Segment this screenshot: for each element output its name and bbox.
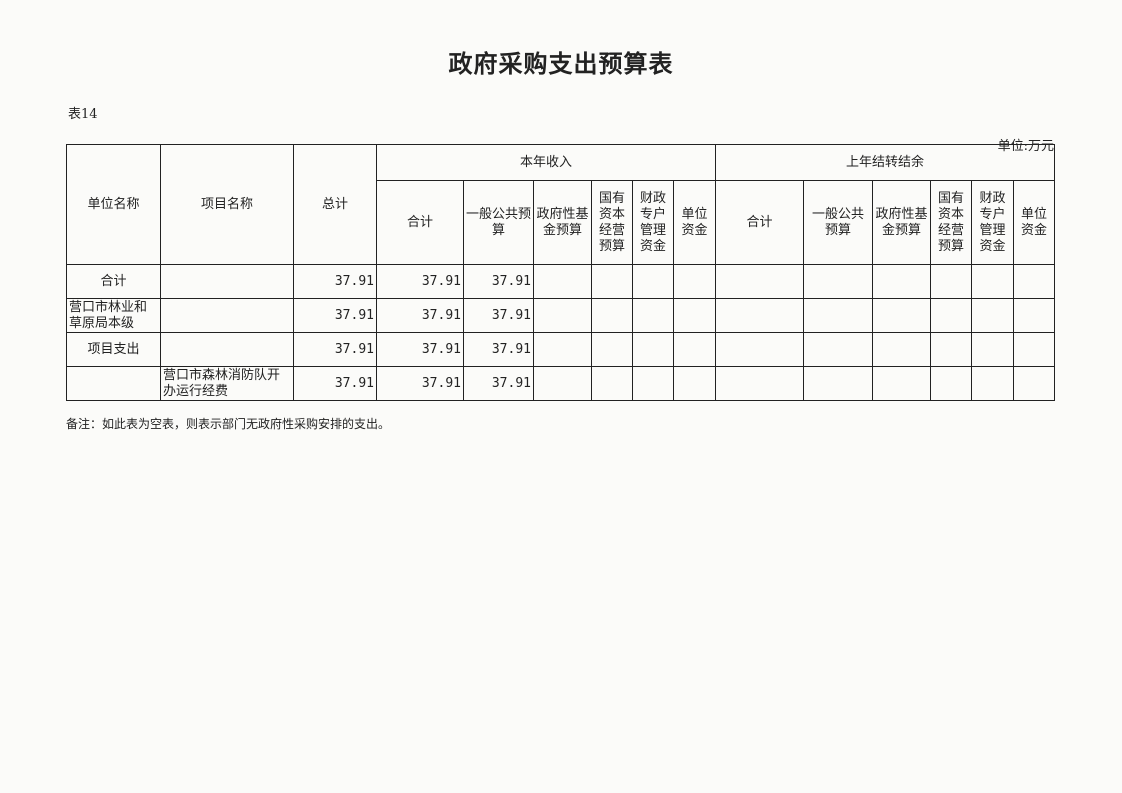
- cell-value: [715, 366, 805, 401]
- header-sub: 合计: [376, 180, 464, 265]
- table-number: 表14: [68, 107, 98, 122]
- cell-value: [930, 264, 973, 299]
- header-sub: 单位资金: [672, 180, 717, 265]
- header-sub: 财政专户管理资金: [971, 180, 1015, 265]
- cell-value: [872, 366, 932, 401]
- cell-value: [971, 264, 1015, 299]
- cell-value: [533, 264, 592, 299]
- header-sub: 单位资金: [1013, 180, 1056, 265]
- cell-value: [632, 332, 674, 367]
- header-sub: 国有资本经营预算: [591, 180, 633, 265]
- cell-value: [591, 264, 633, 299]
- cell-value: [533, 366, 592, 401]
- header-sub: 国有资本经营预算: [930, 180, 973, 265]
- cell-value: [872, 332, 932, 367]
- cell-project: [160, 264, 294, 299]
- header-sub: 一般公共预算: [463, 180, 534, 265]
- header-carryover: 上年结转结余: [715, 144, 1056, 181]
- cell-value: [591, 366, 633, 401]
- cell-value: [715, 332, 805, 367]
- cell-value: 37.91: [463, 366, 534, 401]
- cell-value: [632, 366, 674, 401]
- cell-value: [672, 264, 717, 299]
- cell-value: [1013, 366, 1056, 401]
- cell-value: 37.91: [293, 366, 377, 401]
- table-row: 营口市林业和草原局本级 37.91 37.91 37.91: [66, 298, 1056, 333]
- cell-value: 37.91: [463, 332, 534, 367]
- cell-value: [971, 366, 1015, 401]
- table-row: 合计 37.91 37.91 37.91: [66, 264, 1056, 299]
- cell-value: [1013, 332, 1056, 367]
- cell-value: [672, 332, 717, 367]
- cell-unit: 合计: [66, 264, 161, 299]
- cell-value: [672, 298, 717, 333]
- cell-value: [803, 298, 874, 333]
- cell-value: [591, 332, 633, 367]
- cell-value: [930, 332, 973, 367]
- header-total: 总计: [293, 144, 377, 265]
- cell-value: 37.91: [463, 298, 534, 333]
- cell-unit: 项目支出: [66, 332, 161, 367]
- cell-value: [803, 366, 874, 401]
- header-project-name: 项目名称: [160, 144, 294, 265]
- page-title: 政府采购支出预算表: [448, 49, 674, 78]
- cell-value: 37.91: [376, 332, 464, 367]
- header-unit-name: 单位名称: [66, 144, 161, 265]
- cell-value: [1013, 298, 1056, 333]
- cell-value: [872, 298, 932, 333]
- header-sub: 政府性基金预算: [872, 180, 932, 265]
- header-sub: 政府性基金预算: [533, 180, 592, 265]
- cell-value: 37.91: [376, 264, 464, 299]
- cell-value: [533, 298, 592, 333]
- header-sub: 财政专户管理资金: [632, 180, 674, 265]
- cell-value: [1013, 264, 1056, 299]
- cell-value: [872, 264, 932, 299]
- cell-value: [971, 298, 1015, 333]
- header-sub: 合计: [715, 180, 805, 265]
- cell-value: 37.91: [293, 264, 377, 299]
- cell-project: [160, 298, 294, 333]
- cell-value: [803, 264, 874, 299]
- cell-project: 营口市森林消防队开办运行经费: [160, 366, 294, 401]
- header-sub: 一般公共预算: [803, 180, 874, 265]
- cell-value: [632, 298, 674, 333]
- cell-value: [803, 332, 874, 367]
- cell-value: 37.91: [463, 264, 534, 299]
- cell-value: 37.91: [376, 298, 464, 333]
- cell-value: [672, 366, 717, 401]
- procurement-budget-table: 单位名称 项目名称 总计 本年收入 上年结转结余 合计 一般公共预算 政府性基金…: [66, 144, 1056, 401]
- cell-value: [971, 332, 1015, 367]
- footnote: 备注：如此表为空表，则表示部门无政府性采购安排的支出。: [66, 417, 391, 431]
- cell-value: 37.91: [376, 366, 464, 401]
- cell-project: [160, 332, 294, 367]
- cell-value: 37.91: [293, 298, 377, 333]
- cell-value: [533, 332, 592, 367]
- cell-value: [715, 264, 805, 299]
- header-current-year: 本年收入: [375, 144, 717, 181]
- cell-value: 37.91: [293, 332, 377, 367]
- table-row: 项目支出 37.91 37.91 37.91: [66, 332, 1056, 367]
- cell-value: [591, 298, 633, 333]
- table-row: 营口市森林消防队开办运行经费 37.91 37.91 37.91: [66, 366, 1056, 401]
- cell-value: [632, 264, 674, 299]
- cell-value: [930, 366, 973, 401]
- cell-unit: 营口市林业和草原局本级: [66, 298, 161, 333]
- cell-unit: [66, 366, 161, 401]
- cell-value: [930, 298, 973, 333]
- cell-value: [715, 298, 805, 333]
